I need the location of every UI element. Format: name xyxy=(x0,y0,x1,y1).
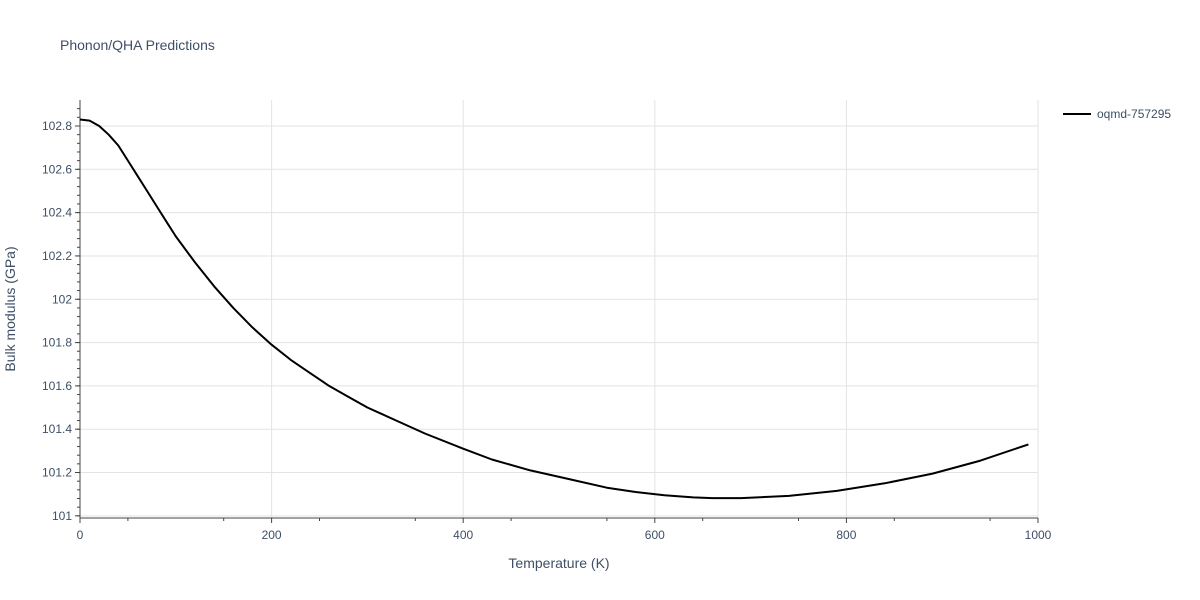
y-tick-label: 102.2 xyxy=(42,249,72,263)
y-tick-label: 102 xyxy=(52,292,72,306)
x-tick-label: 1000 xyxy=(1025,528,1052,542)
chart-title: Phonon/QHA Predictions xyxy=(60,37,215,53)
x-axis-ticks: 0 200 400 600 800 1000 xyxy=(77,518,1052,542)
y-tick-label: 101.4 xyxy=(42,422,72,436)
axes xyxy=(79,100,1038,519)
series-lines xyxy=(79,118,1029,500)
y-tick-label: 101.2 xyxy=(42,466,72,480)
y-axis-ticks: 101 101.2 101.4 101.6 101.8 102 102.2 102.4 102.… xyxy=(42,108,80,523)
gridlines xyxy=(80,100,1039,518)
x-tick-label: 200 xyxy=(262,528,282,542)
y-tick-label: 101.6 xyxy=(42,379,72,393)
y-tick-label: 102.4 xyxy=(42,206,72,220)
legend: oqmd-757295 xyxy=(1063,107,1171,121)
legend-label: oqmd-757295 xyxy=(1097,107,1171,121)
y-tick-label: 102.8 xyxy=(42,119,72,133)
y-tick-label: 101.8 xyxy=(42,336,72,350)
x-axis-title: Temperature (K) xyxy=(508,555,609,571)
x-tick-label: 600 xyxy=(645,528,665,542)
y-tick-label: 102.6 xyxy=(42,162,72,176)
y-tick-label: 101 xyxy=(52,509,72,523)
x-tick-label: 400 xyxy=(453,528,473,542)
x-tick-label: 800 xyxy=(836,528,856,542)
x-tick-label: 0 xyxy=(77,528,84,542)
series-line xyxy=(79,118,1029,500)
y-axis-title: Bulk modulus (GPa) xyxy=(2,246,18,371)
